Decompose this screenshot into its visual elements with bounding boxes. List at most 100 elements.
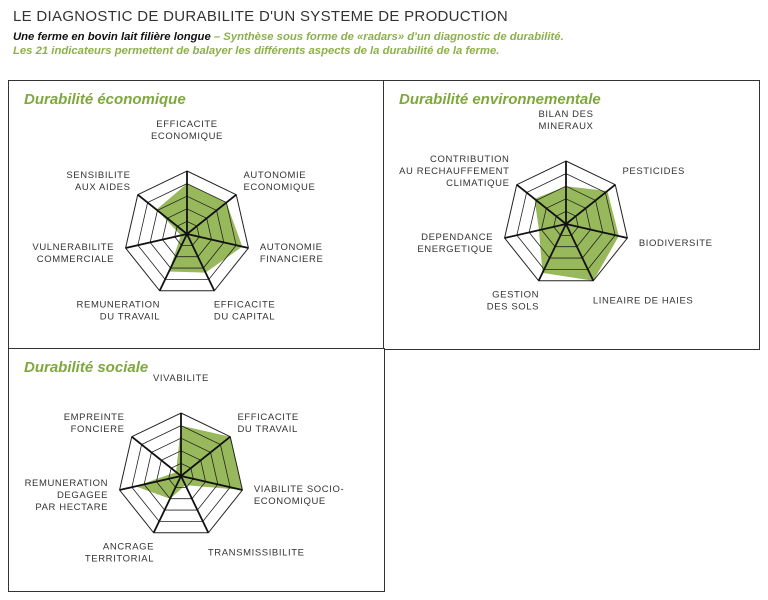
axis-label: AUTONOMIE ECONOMIQUE: [243, 170, 315, 193]
radar-axis: [516, 184, 567, 225]
radar-axis: [565, 184, 616, 225]
axis-label: VULNERABILITE COMMERCIALE: [32, 242, 114, 265]
radar-sociale: Durabilité sociale VIVABILITE EFFICACITE D…: [8, 348, 385, 592]
axis-label-line: LINEAIRE DE HAIES: [593, 296, 693, 307]
radar-axis: [131, 436, 182, 477]
axis-label-line: ENERGETIQUE: [417, 244, 493, 255]
radar-axis: [565, 223, 628, 239]
axis-label-line: DES SOLS: [487, 302, 539, 313]
axis-label: ANCRAGE TERRITORIAL: [85, 542, 154, 565]
axis-label-line: MINERAUX: [539, 121, 594, 132]
axis-label: VIABILITE SOCIO-ECONOMIQUE: [254, 484, 344, 507]
axis-label: SENSIBILITE AUX AIDES: [66, 170, 130, 193]
axis-label: CONTRIBUTION AU RECHAUFFEMENT CLIMATIQUE: [399, 154, 509, 189]
axis-label: GESTION DES SOLS: [487, 290, 539, 313]
radar-ring: [174, 220, 200, 246]
axis-label: REMUNERATION DEGAGEE PAR HECTARE: [25, 478, 109, 513]
radar-title: Durabilité sociale: [24, 359, 149, 376]
axis-label-line: TERRITORIAL: [85, 554, 154, 565]
axis-label-line: BILAN DES: [538, 109, 593, 120]
radar-economique: Durabilité économique EFFICACITE ECONOMIQ…: [8, 80, 385, 351]
axis-label-line: GESTION: [492, 290, 539, 301]
farm-type: Une ferme en bovin lait filière longue: [13, 31, 211, 43]
radar-ring: [125, 170, 249, 292]
radar-ring: [137, 183, 237, 280]
axis-label-line: EFFICACITE: [214, 300, 275, 311]
axis-label-line: EFFICACITE: [156, 119, 217, 130]
axis-label-line: AUX AIDES: [75, 182, 131, 193]
radar-ring: [540, 198, 592, 248]
axis-label-line: PAR HECTARE: [35, 502, 108, 513]
radar-chart: VIVABILITE EFFICACITE DU TRAVAIL VIABILITE …: [25, 373, 344, 565]
axis-label-line: AU RECHAUFFEMENT: [399, 166, 509, 177]
axis-label-line: DU TRAVAIL: [237, 424, 297, 435]
axis-label-line: CONTRIBUTION: [430, 154, 510, 165]
radar-axis: [186, 233, 216, 292]
radar-axis: [152, 475, 182, 534]
axis-label-line: EMPREINTE: [64, 412, 125, 423]
radar-axis: [186, 233, 249, 249]
axis-label: BIODIVERSITE: [639, 238, 713, 249]
radar-chart: BILAN DES MINERAUX PESTICIDES BIODIVERSITE L…: [399, 109, 713, 313]
axis-label-line: FONCIERE: [71, 424, 125, 435]
radar-ring: [149, 195, 225, 269]
radar-ring: [516, 173, 616, 270]
radar-axis: [565, 223, 595, 282]
axis-label-line: BIODIVERSITE: [639, 238, 713, 249]
axis-label-line: VIABILITE SOCIO-: [254, 484, 344, 495]
axis-label-line: PESTICIDES: [622, 166, 685, 177]
axis-label: VIVABILITE: [153, 373, 209, 384]
axis-label-line: DU TRAVAIL: [100, 312, 160, 323]
radar-ring: [143, 437, 219, 511]
axis-label-line: COMMERCIALE: [37, 254, 114, 265]
radar-ring: [155, 450, 207, 500]
axis-label-line: TRANSMISSIBILITE: [208, 548, 305, 559]
radar-ring: [528, 185, 604, 259]
axis-label-line: DEPENDANCE: [421, 232, 493, 243]
axis-label: EFFICACITE ECONOMIQUE: [151, 119, 223, 142]
radar-title: Durabilité environnementale: [399, 91, 601, 108]
radar-ring: [553, 210, 579, 236]
axis-label-line: ANCRAGE: [103, 542, 154, 553]
radar-axis: [537, 223, 567, 282]
axis-label-line: FINANCIERE: [260, 254, 324, 265]
radar-axis: [180, 475, 243, 491]
axis-label-line: CLIMATIQUE: [446, 178, 509, 189]
radar-value-area: [156, 183, 243, 273]
axis-label-line: AUTONOMIE: [260, 242, 323, 253]
radar-axis: [186, 194, 237, 235]
axis-label-line: REMUNERATION: [77, 300, 161, 311]
radar-value-area: [135, 425, 243, 499]
subtitle-text: – Synthèse sous forme de «radars» d'un d…: [210, 31, 564, 43]
subtitle: Une ferme en bovin lait filière longue –…: [13, 30, 564, 58]
radar-ring: [168, 462, 194, 488]
radar-axis: [180, 436, 231, 477]
axis-label: BILAN DES MINERAUX: [538, 109, 593, 132]
radar-environnementale: Durabilité environnementale BILAN DES MIN…: [383, 80, 760, 350]
axis-label: DEPENDANCE ENERGETIQUE: [417, 232, 493, 255]
axis-label: EFFICACITE DU TRAVAIL: [237, 412, 298, 435]
axis-label: EMPREINTE FONCIERE: [64, 412, 125, 435]
axis-label-line: AUTONOMIE: [243, 170, 306, 181]
axis-label: PESTICIDES: [622, 166, 685, 177]
radar-title: Durabilité économique: [24, 91, 186, 108]
page-title: LE DIAGNOSTIC DE DURABILITE D'UN SYSTEME…: [13, 8, 508, 25]
subtitle-text-2: Les 21 indicateurs permettent de balayer…: [13, 45, 500, 57]
radar-axis: [125, 233, 188, 249]
axis-label-line: ECONOMIQUE: [254, 496, 326, 507]
axis-label: LINEAIRE DE HAIES: [593, 296, 693, 307]
radar-ring: [131, 425, 231, 522]
radar-ring: [161, 208, 213, 258]
radar-axis: [137, 194, 188, 235]
radar-axis: [180, 475, 210, 534]
axis-label-line: ECONOMIQUE: [151, 131, 223, 142]
axis-label-line: DU CAPITAL: [214, 312, 275, 323]
radar-axis: [158, 233, 188, 292]
axis-label-line: VIVABILITE: [153, 373, 209, 384]
axis-label-line: VULNERABILITE: [32, 242, 114, 253]
axis-label: TRANSMISSIBILITE: [208, 548, 305, 559]
radar-ring: [504, 160, 628, 282]
axis-label: AUTONOMIE FINANCIERE: [260, 242, 324, 265]
radar-ring: [119, 412, 243, 534]
